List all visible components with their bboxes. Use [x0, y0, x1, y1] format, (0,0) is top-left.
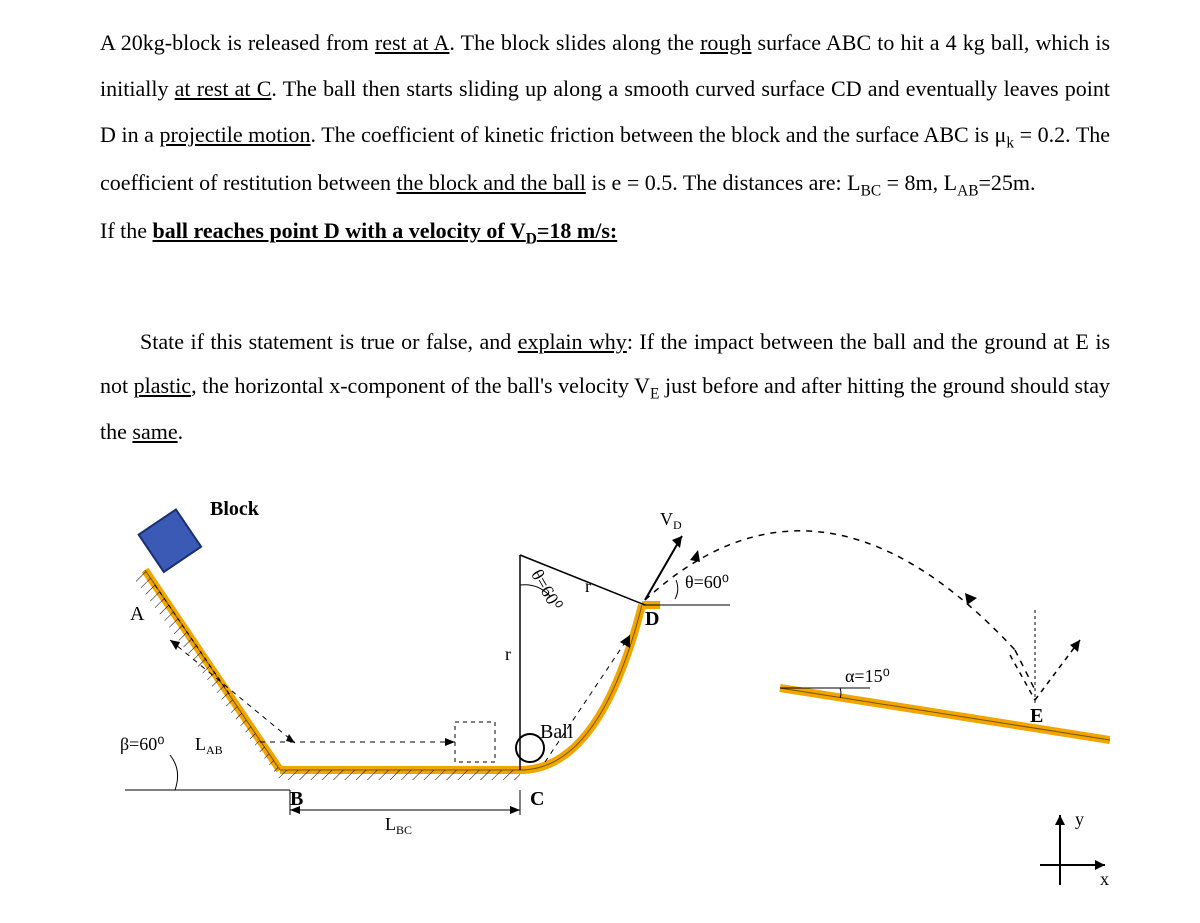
text: .	[178, 419, 184, 444]
r-label-2: r	[585, 576, 591, 596]
text: =25m.	[978, 170, 1035, 195]
text: k	[1006, 135, 1014, 152]
alpha-label: α=15⁰	[845, 666, 890, 686]
text: If the	[100, 218, 153, 243]
physics-diagram: Block A B C D E Ball VD β=60⁰ θ=60⁰ θ=60…	[100, 470, 1110, 900]
label-a: A	[130, 603, 145, 625]
text: same	[132, 419, 177, 444]
block-shape	[139, 509, 201, 571]
ball-label: Ball	[540, 721, 574, 743]
text: plastic	[134, 373, 191, 398]
vd-vector	[645, 536, 682, 600]
curved-surface	[520, 605, 642, 770]
beta-label: β=60⁰	[120, 734, 165, 754]
lbc-label: LBC	[385, 814, 412, 837]
block-label: Block	[210, 498, 260, 520]
text: projectile motion	[160, 122, 311, 147]
text: = 8m, L	[881, 170, 957, 195]
label-c: C	[530, 788, 544, 810]
text: BC	[861, 183, 882, 200]
text: D	[526, 230, 537, 247]
text: rest at A	[375, 30, 450, 55]
text: State if this statement is true or false…	[140, 329, 518, 354]
horizontal-hatch	[280, 770, 520, 780]
text: , the horizontal x-component of the ball…	[191, 373, 650, 398]
lab-label: LAB	[195, 734, 223, 757]
text: is e = 0.5. The distances are: L	[586, 170, 861, 195]
text: A 20kg-block is released from	[100, 30, 375, 55]
theta-label-2: θ=60⁰	[527, 566, 566, 614]
text: at rest at C	[175, 76, 272, 101]
text: . The coefficient of kinetic friction be…	[311, 122, 1007, 147]
label-b: B	[290, 788, 303, 810]
vd-label: VD	[660, 509, 682, 532]
text: . The block slides along the	[449, 30, 700, 55]
text: =18 m/s:	[537, 218, 617, 243]
text: the block and the ball	[396, 170, 585, 195]
label-e: E	[1030, 705, 1043, 727]
theta-label-1: θ=60⁰	[685, 572, 729, 592]
lab-dimension	[170, 640, 295, 743]
text: explain why	[518, 329, 627, 354]
question-statement: State if this statement is true or false…	[100, 320, 1110, 454]
text: AB	[957, 183, 978, 200]
label-d: D	[645, 608, 659, 630]
text: rough	[700, 30, 751, 55]
r-label-1: r	[505, 644, 511, 664]
problem-statement: A 20kg-block is released from rest at A.…	[100, 20, 1110, 256]
x-label: x	[1100, 869, 1109, 889]
text: ball reaches point D with a velocity of …	[153, 218, 526, 243]
y-label: y	[1075, 809, 1084, 829]
